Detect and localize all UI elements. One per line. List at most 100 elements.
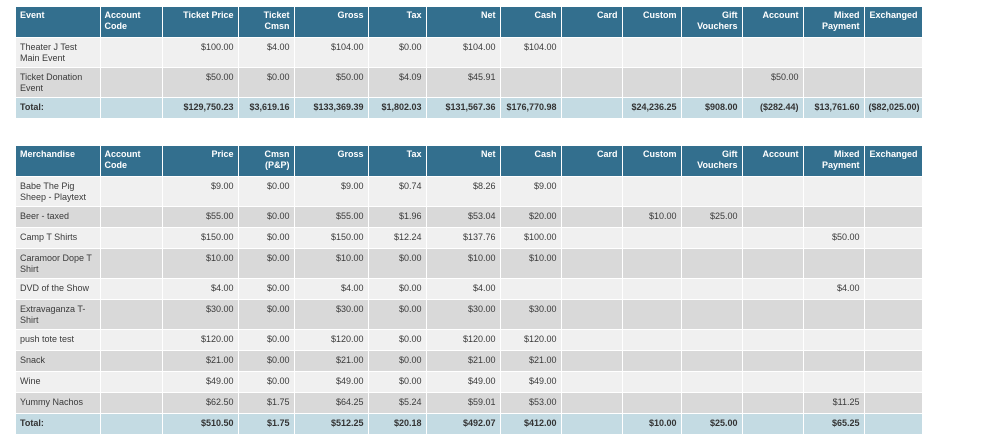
table-row: Yummy Nachos$62.50$1.75$64.25$5.24$59.01… bbox=[16, 393, 922, 414]
cell-account: $50.00 bbox=[742, 68, 803, 98]
cell-cash: $53.00 bbox=[500, 393, 561, 414]
total-ticket-price: $129,750.23 bbox=[162, 98, 238, 119]
total-label: Total: bbox=[16, 414, 100, 434]
column-header-account-code: Account Code bbox=[100, 7, 162, 38]
cell-mixed-payment bbox=[803, 249, 864, 279]
cell-mixed-payment: $50.00 bbox=[803, 228, 864, 249]
row-label: Ticket Donation Event bbox=[16, 68, 100, 98]
cell-account-code bbox=[100, 279, 162, 300]
cell-gross: $49.00 bbox=[294, 372, 368, 393]
total-price: $510.50 bbox=[162, 414, 238, 434]
column-header-custom: Custom bbox=[622, 7, 681, 38]
cell-gross: $104.00 bbox=[294, 38, 368, 68]
total-tax: $20.18 bbox=[368, 414, 426, 434]
cell-ticket-price: $100.00 bbox=[162, 38, 238, 68]
cell-net: $30.00 bbox=[426, 300, 500, 330]
cell-exchanged bbox=[864, 300, 922, 330]
column-header-gross: Gross bbox=[294, 7, 368, 38]
column-header-gross: Gross bbox=[294, 146, 368, 177]
cell-gross: $10.00 bbox=[294, 249, 368, 279]
cell-exchanged bbox=[864, 372, 922, 393]
cell-account-code bbox=[100, 372, 162, 393]
column-header-exchanged: Exchanged bbox=[864, 146, 922, 177]
table-row: DVD of the Show$4.00$0.00$4.00$0.00$4.00… bbox=[16, 279, 922, 300]
cell-mixed-payment: $4.00 bbox=[803, 279, 864, 300]
cell-card bbox=[561, 177, 622, 207]
cell-net: $49.00 bbox=[426, 372, 500, 393]
cell-account-code bbox=[100, 351, 162, 372]
cell-price: $9.00 bbox=[162, 177, 238, 207]
cell-account-code bbox=[100, 38, 162, 68]
cell-cash: $120.00 bbox=[500, 330, 561, 351]
cell-mixed-payment bbox=[803, 38, 864, 68]
total-gift-vouchers: $908.00 bbox=[681, 98, 742, 119]
cell-account-code bbox=[100, 249, 162, 279]
column-header-custom: Custom bbox=[622, 146, 681, 177]
cell-ticket-price: $50.00 bbox=[162, 68, 238, 98]
cell-cmsn-p-p: $1.75 bbox=[238, 393, 294, 414]
cell-gross: $50.00 bbox=[294, 68, 368, 98]
cell-mixed-payment: $11.25 bbox=[803, 393, 864, 414]
cell-mixed-payment bbox=[803, 330, 864, 351]
cell-cash: $20.00 bbox=[500, 207, 561, 228]
cell-card bbox=[561, 330, 622, 351]
cell-cmsn-p-p: $0.00 bbox=[238, 300, 294, 330]
column-header-ticket-cmsn: Ticket Cmsn bbox=[238, 7, 294, 38]
cell-mixed-payment bbox=[803, 372, 864, 393]
total-account bbox=[742, 414, 803, 434]
cell-net: $4.00 bbox=[426, 279, 500, 300]
row-label: Wine bbox=[16, 372, 100, 393]
cell-account-code bbox=[100, 228, 162, 249]
cell-tax: $1.96 bbox=[368, 207, 426, 228]
total-custom: $24,236.25 bbox=[622, 98, 681, 119]
column-header-merchandise: Merchandise bbox=[16, 146, 100, 177]
column-header-account: Account bbox=[742, 146, 803, 177]
cell-cmsn-p-p: $0.00 bbox=[238, 351, 294, 372]
cell-tax: $0.00 bbox=[368, 279, 426, 300]
cell-cash: $21.00 bbox=[500, 351, 561, 372]
cell-card bbox=[561, 393, 622, 414]
column-header-exchanged: Exchanged bbox=[864, 7, 922, 38]
cell-account-code bbox=[100, 330, 162, 351]
cell-cash: $30.00 bbox=[500, 300, 561, 330]
cell-net: $59.01 bbox=[426, 393, 500, 414]
cell-exchanged bbox=[864, 38, 922, 68]
cell-tax: $4.09 bbox=[368, 68, 426, 98]
cell-account bbox=[742, 330, 803, 351]
cell-exchanged bbox=[864, 249, 922, 279]
total-exchanged bbox=[864, 414, 922, 434]
cell-custom bbox=[622, 393, 681, 414]
column-header-cash: Cash bbox=[500, 7, 561, 38]
cell-cash: $49.00 bbox=[500, 372, 561, 393]
cell-account bbox=[742, 177, 803, 207]
cell-account bbox=[742, 372, 803, 393]
cell-cmsn-p-p: $0.00 bbox=[238, 177, 294, 207]
cell-exchanged bbox=[864, 330, 922, 351]
cell-cmsn-p-p: $0.00 bbox=[238, 330, 294, 351]
table-row: Babe The Pig Sheep - Playtext$9.00$0.00$… bbox=[16, 177, 922, 207]
cell-tax: $5.24 bbox=[368, 393, 426, 414]
total-cash: $176,770.98 bbox=[500, 98, 561, 119]
cell-cash bbox=[500, 68, 561, 98]
cell-gift-vouchers bbox=[681, 177, 742, 207]
column-header-cmsn-p-p: Cmsn (P&P) bbox=[238, 146, 294, 177]
cell-tax: $0.00 bbox=[368, 372, 426, 393]
cell-account-code bbox=[100, 300, 162, 330]
total-card bbox=[561, 98, 622, 119]
cell-ticket-cmsn: $4.00 bbox=[238, 38, 294, 68]
column-header-price: Price bbox=[162, 146, 238, 177]
total-net: $492.07 bbox=[426, 414, 500, 434]
cell-account-code bbox=[100, 207, 162, 228]
row-label: Caramoor Dope T Shirt bbox=[16, 249, 100, 279]
cell-card bbox=[561, 38, 622, 68]
cell-cmsn-p-p: $0.00 bbox=[238, 228, 294, 249]
cell-price: $4.00 bbox=[162, 279, 238, 300]
cell-custom bbox=[622, 38, 681, 68]
cell-gift-vouchers bbox=[681, 228, 742, 249]
cell-net: $21.00 bbox=[426, 351, 500, 372]
cell-custom bbox=[622, 177, 681, 207]
cell-gift-vouchers bbox=[681, 249, 742, 279]
cell-tax: $0.00 bbox=[368, 351, 426, 372]
row-label: push tote test bbox=[16, 330, 100, 351]
